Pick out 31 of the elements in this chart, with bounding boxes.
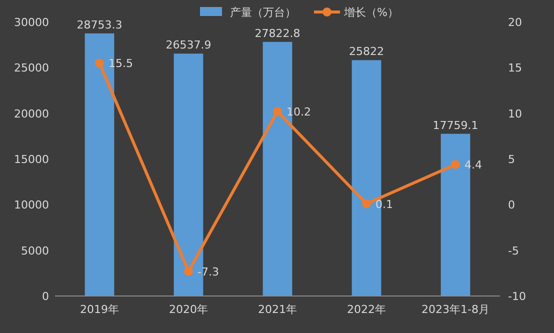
data-label: 17759.1 [432,118,478,132]
y2-tick-label: -10 [508,290,526,303]
data-label: 25822 [349,45,384,58]
y2-tick-label: 5 [508,153,515,166]
data-label: 27822.8 [254,26,300,40]
y2-tick-label: -5 [508,244,519,258]
x-tick-label: 2021年 [258,303,297,316]
y2-tick-label: 0 [508,198,515,212]
point [451,160,460,169]
y-tick-label: 15000 [14,153,49,166]
x-tick-label: 2023年1-8月 [422,303,490,316]
data-label: 26537.9 [166,38,212,52]
point [184,266,193,276]
point [273,107,282,116]
y2-tick-label: 15 [508,62,522,75]
x-tick-label: 2020年 [169,303,208,316]
y-tick-label: 30000 [14,16,49,29]
data-label: 28753.3 [76,18,122,32]
point [95,58,104,68]
point [362,199,371,208]
x-tick-label: 2022年 [347,303,386,316]
legend-label: 增长（%） [343,6,398,19]
y-tick-label: 25000 [14,62,49,75]
x-tick-label: 2019年 [80,303,119,316]
y-tick-label: 10000 [14,198,49,212]
y-tick-label: 5000 [21,244,49,258]
legend-label: 产量（万台） [230,6,296,19]
y2-tick-label: 10 [508,107,522,120]
y2-tick-label: 20 [508,16,522,29]
y-tick-label: 20000 [14,107,49,120]
y-tick-label: 0 [42,290,49,303]
